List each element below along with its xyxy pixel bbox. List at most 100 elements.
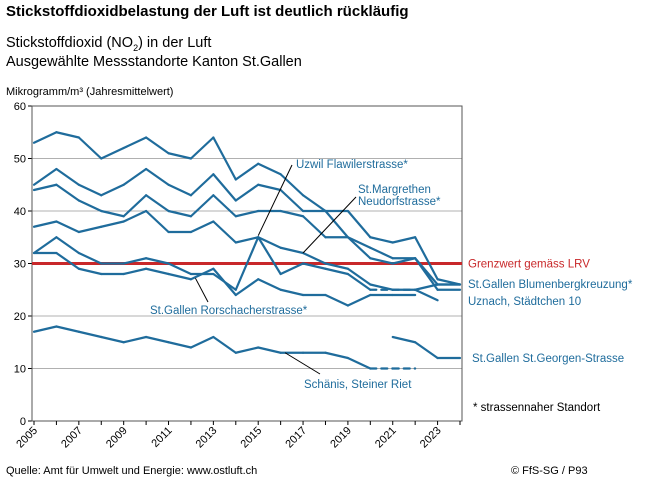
series-segment — [301, 251, 327, 265]
footnote: * strassennaher Standort — [473, 402, 601, 414]
x-tick-label: 2013 — [194, 425, 220, 451]
series-segment — [324, 267, 349, 276]
label-schaenis: Schänis, Steiner Riet — [304, 379, 412, 391]
series-segment — [234, 162, 260, 181]
series-segment — [55, 183, 80, 202]
series-segment — [279, 246, 305, 255]
series-segment — [55, 236, 80, 255]
series-segment — [324, 351, 349, 360]
series-segment — [145, 335, 170, 344]
series-segment — [346, 236, 372, 260]
series-segment — [77, 136, 103, 160]
leader-line — [194, 277, 209, 303]
series-segment — [346, 356, 372, 370]
series-segment — [346, 209, 372, 239]
x-tick-label: 2005 — [14, 425, 40, 451]
leader-line — [284, 352, 321, 375]
series-segment — [145, 194, 170, 213]
series-segment — [77, 251, 103, 265]
series-segment — [369, 283, 394, 291]
series-segment — [324, 209, 349, 239]
series-segment — [257, 278, 282, 291]
y-tick-label: 50 — [14, 154, 26, 166]
series-segment — [122, 257, 148, 265]
series-segment — [414, 288, 439, 302]
y-tick-label: 0 — [20, 416, 26, 428]
series-segment — [100, 220, 125, 228]
subtitle-suffix: ) in der Luft — [138, 35, 212, 51]
x-tick-label: 2023 — [418, 425, 444, 451]
label-rorschacherstrasse: St.Gallen Rorschacherstrasse* — [150, 305, 308, 317]
series-segment — [414, 341, 439, 360]
series-segment — [189, 335, 215, 349]
series-segment — [234, 346, 260, 354]
x-tick-label: 2015 — [239, 425, 265, 451]
series-segment — [369, 236, 394, 244]
series-segment — [279, 173, 305, 197]
series-segment — [55, 325, 80, 333]
series-segment — [167, 183, 193, 197]
series-segment — [212, 335, 237, 354]
series-segment — [301, 262, 327, 270]
series-segment — [32, 325, 58, 333]
series-segment — [122, 209, 148, 223]
series-segment — [167, 341, 193, 349]
x-tick-label: 2021 — [373, 425, 399, 451]
series-segment — [32, 236, 58, 255]
label-uzwil: Uzwil Flawilerstrasse* — [296, 159, 408, 171]
series-segment — [100, 335, 125, 344]
y-tick-label: 20 — [14, 311, 26, 323]
series-segment — [279, 209, 305, 218]
leader-line — [257, 164, 293, 236]
x-tick-label: 2019 — [328, 425, 354, 451]
series-segment — [324, 293, 349, 307]
series-segment — [145, 267, 170, 276]
series-uznach-st-dtchen-10 — [32, 236, 439, 302]
series-segment — [100, 183, 125, 197]
x-tick-label: 2011 — [149, 425, 174, 450]
series-segment — [122, 167, 148, 186]
series-segment — [391, 236, 417, 244]
series-st-gallen-blumenbergkreuzung- — [32, 209, 462, 291]
threshold-label: Grenzwert gemäss LRV — [468, 259, 590, 271]
series-segment — [257, 236, 282, 276]
series-segment — [55, 131, 80, 139]
series-segment — [257, 183, 282, 192]
series-segment — [145, 167, 170, 186]
series-segment — [212, 220, 237, 244]
series-segment — [234, 209, 260, 218]
series-segment — [145, 257, 170, 265]
subtitle-subscript: 2 — [133, 42, 139, 53]
series-segment — [369, 246, 394, 260]
series-segment — [279, 188, 305, 213]
series-segment — [145, 209, 170, 234]
series-segment — [77, 330, 103, 339]
series-segment — [77, 267, 103, 276]
series-segment — [391, 335, 417, 344]
series-segment — [257, 346, 282, 354]
series-segment — [77, 225, 103, 234]
series-segment — [32, 167, 58, 186]
series-segment — [324, 262, 349, 270]
y-tick-label: 60 — [14, 101, 26, 113]
series-sch-nis-steiner-riet — [391, 335, 462, 360]
series-segment — [55, 167, 80, 186]
series-segment — [391, 257, 417, 265]
series-segment — [189, 194, 215, 218]
source-note: Quelle: Amt für Umwelt und Energie: www.… — [6, 465, 258, 477]
series-segment — [234, 236, 260, 244]
series-segment — [77, 183, 103, 197]
series-segment — [32, 131, 58, 144]
series-segment — [414, 257, 439, 286]
series-segment — [167, 262, 193, 276]
series-segment — [145, 136, 170, 155]
series-segment — [122, 335, 148, 344]
series-st-margrethen-neudorfstrasse- — [32, 183, 462, 286]
series-segment — [100, 146, 125, 160]
subtitle-prefix: Stickstoffdioxid (NO — [6, 35, 134, 51]
series-segment — [346, 267, 372, 286]
label-st-georgen: St.Gallen St.Georgen-Strasse — [472, 353, 624, 365]
series-segment — [369, 257, 394, 265]
label-st-margrethen: St.Margrethen Neudorfstrasse* — [358, 184, 441, 208]
series-segment — [189, 136, 215, 160]
